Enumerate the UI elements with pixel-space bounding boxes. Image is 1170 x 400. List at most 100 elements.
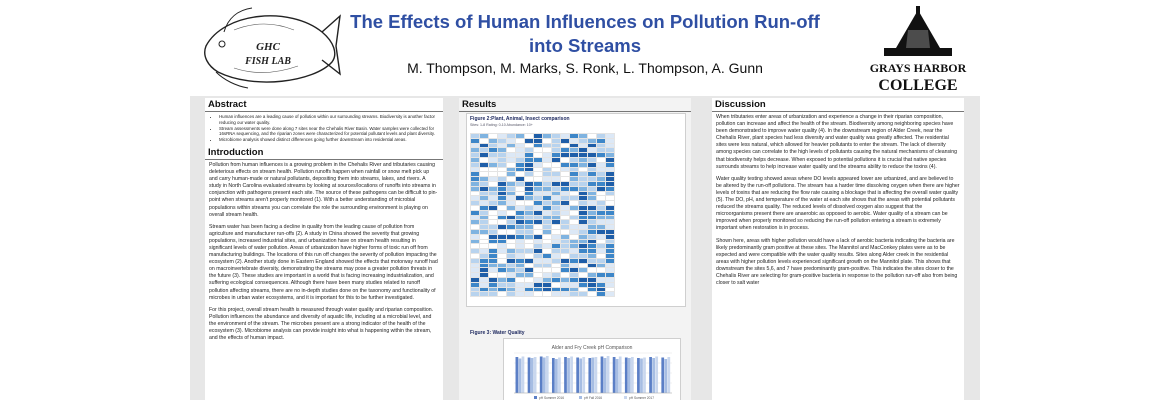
heatmap-cell — [578, 157, 588, 163]
heatmap-cell — [569, 137, 579, 144]
heatmap-cell — [533, 229, 543, 235]
heatmap-cell — [551, 233, 561, 240]
heatmap-cell — [470, 238, 480, 245]
heatmap-cell — [542, 248, 552, 255]
heatmap-cell — [569, 224, 579, 231]
heatmap-cell — [605, 277, 615, 283]
heatmap-cell — [488, 248, 498, 255]
heatmap-cell — [551, 214, 561, 221]
heatmap-cell — [596, 181, 606, 187]
heatmap-cell — [560, 286, 570, 293]
heatmap-cell — [596, 286, 606, 293]
chart-bar — [655, 356, 659, 393]
chart-bar — [661, 357, 665, 393]
heatmap-cell — [560, 281, 570, 288]
heatmap-cell — [515, 286, 525, 293]
heatmap-cell — [506, 185, 516, 192]
heatmap-cell — [596, 161, 606, 168]
heatmap-cell — [578, 209, 588, 216]
heatmap-cell — [479, 195, 489, 202]
heatmap-cell — [479, 233, 489, 240]
heatmap-cell — [560, 267, 570, 274]
heatmap-cell — [506, 224, 516, 231]
abstract-heading: Abstract — [205, 98, 443, 112]
figure-2-subtitle: Sites: 1-8 Rating: 0-10 Abundance: 10+ — [470, 123, 533, 127]
heatmap-cell — [587, 267, 597, 274]
abstract-list: Human influences are a leading cause of … — [205, 114, 443, 143]
heatmap-cell — [488, 190, 498, 197]
heatmap-cell — [569, 291, 579, 298]
heatmap-cell — [605, 267, 615, 274]
heatmap-cell — [551, 166, 561, 173]
heatmap-cell — [488, 281, 498, 288]
heatmap-cell — [605, 185, 615, 192]
heatmap-cell — [596, 214, 606, 221]
heatmap-cell — [605, 229, 615, 235]
chart-title: Alder and Fry Creek pH Comparison — [552, 345, 633, 351]
heatmap-cell — [524, 291, 534, 298]
heatmap-cell — [524, 137, 534, 144]
figure-2-title: Figure 2:Plant, Animal, Insect compariso… — [470, 116, 570, 122]
heatmap-cell — [560, 171, 570, 178]
heatmap-cell — [506, 166, 516, 173]
heatmap-cell — [605, 233, 615, 240]
heatmap-cell — [587, 209, 597, 216]
heatmap-cell — [551, 238, 561, 245]
heatmap-cell — [560, 137, 570, 144]
heatmap-cell — [542, 190, 552, 197]
heatmap-cell — [479, 205, 489, 211]
heatmap-cell — [515, 291, 525, 298]
heatmap-cell — [569, 214, 579, 221]
heatmap-cell — [497, 176, 507, 183]
heatmap-cell — [569, 262, 579, 269]
heatmap-cell — [560, 272, 570, 279]
heatmap-cell — [497, 205, 507, 211]
heatmap-cell — [578, 195, 588, 202]
heatmap-cell — [488, 262, 498, 269]
heatmap-cell — [560, 209, 570, 216]
chart-bar — [567, 358, 570, 393]
heatmap-cell — [605, 195, 615, 202]
heatmap-cell — [515, 267, 525, 274]
heatmap-cell — [488, 181, 498, 187]
chart-bar — [594, 357, 598, 393]
heatmap-cell — [605, 171, 615, 178]
heatmap-cell — [587, 229, 597, 235]
heatmap-cell — [524, 253, 534, 259]
heatmap-cell — [524, 238, 534, 245]
heatmap-cell — [560, 243, 570, 250]
heatmap-cell — [560, 157, 570, 163]
heatmap-cell — [587, 214, 597, 221]
heatmap-cell — [542, 195, 552, 202]
heatmap-cell — [578, 147, 588, 154]
figure-2-heatmap — [470, 133, 681, 302]
heatmap-cell — [479, 147, 489, 154]
heatmap-cell — [542, 286, 552, 293]
heatmap-cell — [587, 137, 597, 144]
heatmap-cell — [569, 133, 579, 139]
heatmap-cell — [533, 286, 543, 293]
heatmap-cell — [515, 195, 525, 202]
heatmap-cell — [560, 253, 570, 259]
heatmap-cell — [515, 257, 525, 264]
heatmap-cell — [569, 257, 579, 264]
heatmap-cell — [605, 161, 615, 168]
discussion-paragraph: Shown here, areas with higher pollution … — [716, 237, 958, 287]
heatmap-cell — [515, 161, 525, 168]
heatmap-cell — [587, 291, 597, 298]
heatmap-cell — [506, 147, 516, 154]
heatmap-cell — [560, 233, 570, 240]
heatmap-cell — [578, 219, 588, 226]
heatmap-cell — [551, 291, 561, 298]
heatmap-cell — [605, 176, 615, 183]
heatmap-cell — [551, 152, 561, 159]
heatmap-cell — [497, 243, 507, 250]
chart-bar — [555, 359, 558, 393]
heatmap-cell — [497, 195, 507, 202]
heatmap-cell — [596, 133, 606, 139]
heatmap-cell — [488, 166, 498, 173]
heatmap-cell — [542, 277, 552, 283]
heatmap-cell — [578, 133, 588, 139]
heatmap-cell — [596, 272, 606, 279]
heatmap-cell — [605, 200, 615, 207]
